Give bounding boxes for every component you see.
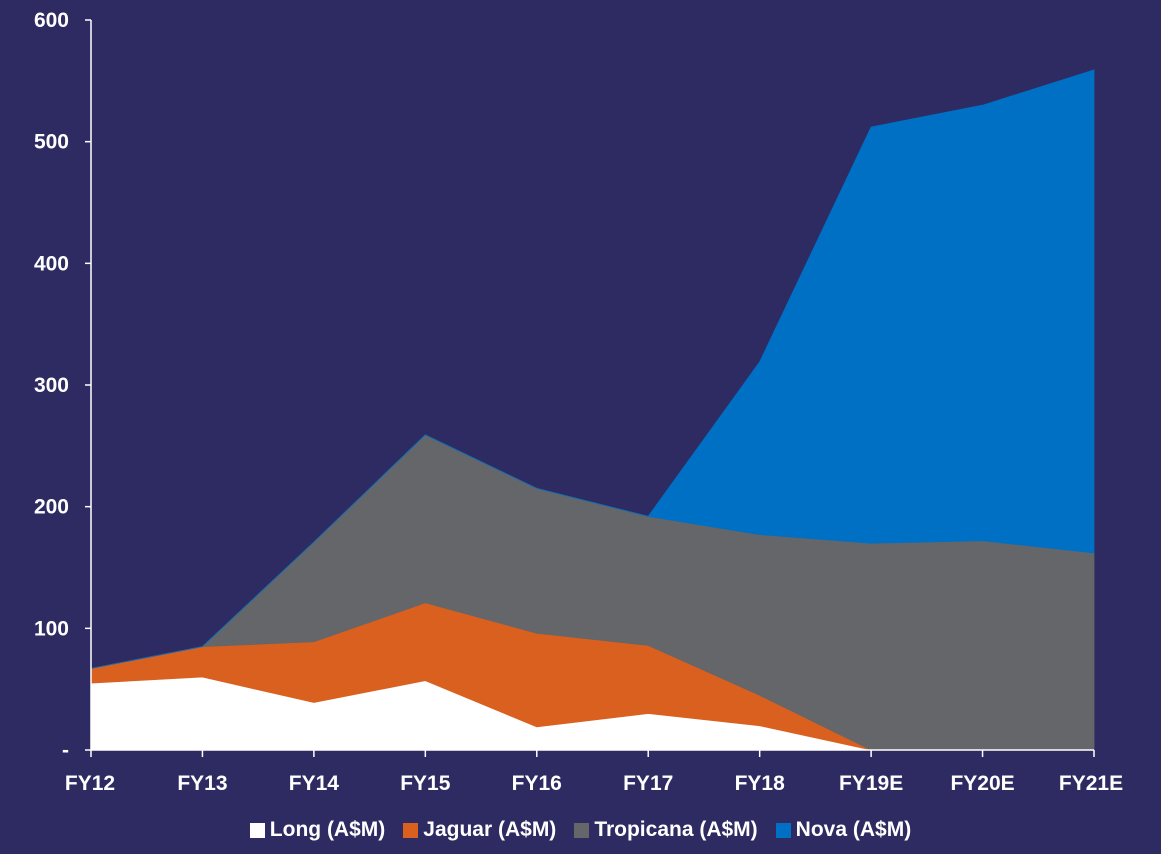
x-tick-label: FY14 <box>289 772 340 795</box>
legend-label: Tropicana (A$M) <box>594 818 758 841</box>
legend-swatch <box>574 822 590 838</box>
x-tick-label: FY16 <box>512 772 562 795</box>
x-tick-label: FY19E <box>839 772 903 795</box>
y-tick-label: 400 <box>34 252 69 275</box>
y-tick-label: 600 <box>34 9 69 32</box>
legend-item: Tropicana (A$M) <box>574 818 758 842</box>
legend-label: Jaguar (A$M) <box>423 818 557 841</box>
legend-item: Jaguar (A$M) <box>403 818 556 842</box>
x-tick-label: FY17 <box>623 772 673 795</box>
x-tick-label: FY18 <box>735 772 786 795</box>
chart-axes <box>85 19 1095 757</box>
legend-label: Nova (A$M) <box>795 818 912 841</box>
y-axis-tick-labels: - 100 200 300 400 500 600 <box>34 9 69 762</box>
y-tick-label: 500 <box>34 131 69 154</box>
x-tick-label: FY15 <box>400 772 451 795</box>
x-tick-label: FY20E <box>950 772 1014 795</box>
y-tick-label: 200 <box>34 496 69 519</box>
legend-item: Long (A$M) <box>249 818 386 842</box>
area-series-nova <box>90 69 1095 669</box>
y-tick-label: 300 <box>34 374 69 397</box>
x-tick-label: FY13 <box>177 772 227 795</box>
legend-swatch <box>249 822 265 838</box>
y-tick-label: 100 <box>34 617 69 640</box>
series-areas <box>90 69 1095 751</box>
legend-swatch <box>775 822 791 838</box>
legend-swatch <box>403 822 419 838</box>
y-tick-label: - <box>62 739 69 762</box>
chart-legend: Long (A$M) Jaguar (A$M) Tropicana (A$M) Nov… <box>0 818 1161 842</box>
x-axis-tick-labels: FY12 FY13 FY14 FY15 FY16 FY17 FY18 FY19E FY20E FY… <box>65 772 1123 795</box>
x-tick-label: FY12 <box>65 772 115 795</box>
legend-label: Long (A$M) <box>269 818 386 841</box>
x-tick-label: FY21E <box>1059 772 1123 795</box>
legend-item: Nova (A$M) <box>775 818 912 842</box>
